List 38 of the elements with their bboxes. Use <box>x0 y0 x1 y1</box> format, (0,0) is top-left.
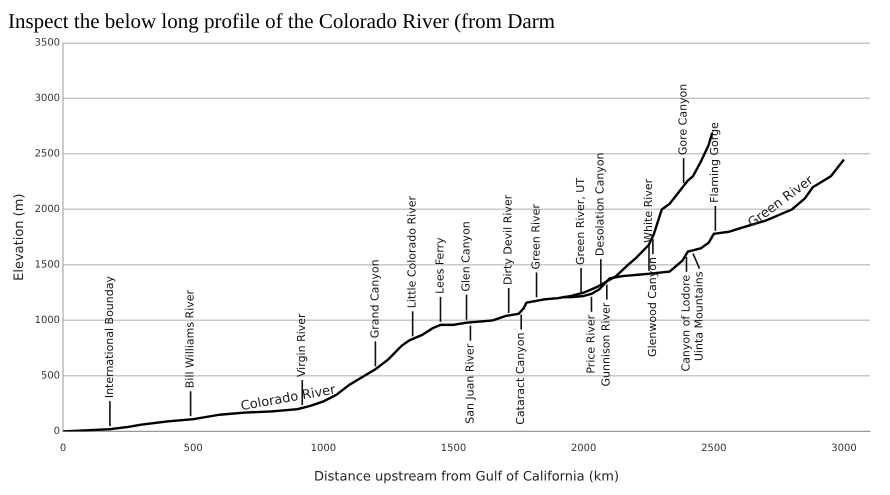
x-tick-label: 1500 <box>440 442 466 454</box>
x-tick-label: 2000 <box>570 442 596 454</box>
annotation: Green River <box>529 204 542 270</box>
annotation: Flaming Gorge <box>708 122 722 203</box>
annotation: Gunnison River <box>600 302 613 387</box>
y-tick-label: 1500 <box>34 260 60 271</box>
annotation: San Juan River <box>463 343 476 424</box>
text: Colorado River <box>240 382 338 414</box>
x-axis-title: Distance upstream from Gulf of California (km) <box>314 470 620 485</box>
x-tick-label: 1000 <box>310 442 336 454</box>
annotation: Bill Williams River <box>183 289 196 388</box>
annotation: White River <box>642 178 655 243</box>
y-tick-label: 3000 <box>34 93 60 104</box>
annotation: International Bounday <box>102 276 116 398</box>
annotation: Cataract Canyon <box>514 332 528 425</box>
y-axis-title: Elevation (m) <box>12 194 28 281</box>
annotation: Grand Canyon <box>368 259 382 338</box>
y-tick-label: 0 <box>54 426 60 437</box>
annotation: Desolation Canyon <box>594 152 607 256</box>
y-tick-label: 2000 <box>34 204 60 216</box>
x-tick-label: 3000 <box>831 442 857 454</box>
annotation: Virgin River <box>295 312 308 378</box>
x-tick-label: 2500 <box>701 442 727 454</box>
y-tick-label: 2500 <box>34 148 60 160</box>
annotation: Lees Ferry <box>433 236 446 294</box>
annotation: Uinta Mountains <box>692 271 706 362</box>
annotation: Canyon of Lodore <box>679 274 692 372</box>
y-tick-label: 3500 <box>34 38 60 49</box>
y-tick-label: 1000 <box>34 315 60 326</box>
annotation: Little Colorado River <box>406 196 418 308</box>
annotation: Green River, UT <box>574 178 587 266</box>
annotation: Glen Canyon <box>459 221 472 292</box>
annotation: Gore Canyon <box>676 84 690 156</box>
y-tick-label: 500 <box>40 370 60 382</box>
chart-title: Inspect the below long profile of the Colorado River (from Darm <box>8 8 556 34</box>
annotation: Price River <box>584 314 598 374</box>
annotation: Dirty Devil River <box>502 194 515 285</box>
x-tick-label: 500 <box>184 442 203 454</box>
